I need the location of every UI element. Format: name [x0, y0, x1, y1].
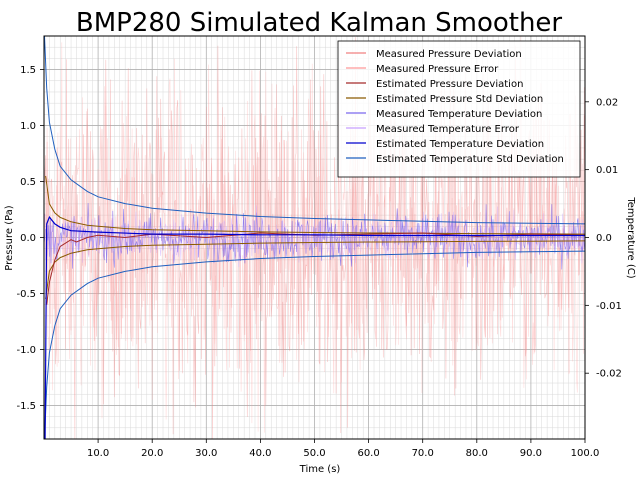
legend: Measured Pressure Deviation Measured Pres… [337, 40, 581, 178]
x-tick-label: 50.0 [303, 448, 325, 459]
series-line-estimated-temperature-std-lower [44, 250, 586, 440]
x-tick-label: 20.0 [141, 448, 163, 459]
legend-label: Measured Pressure Error [376, 64, 499, 75]
series-line-estimated-temperature [44, 215, 585, 440]
y-tick-label: 0.5 [20, 177, 36, 188]
y-axis-label: Pressure (Pa) [4, 205, 15, 270]
y-tick-label: -1.0 [16, 345, 36, 356]
series-line-estimated-pressure-std-upper [45, 175, 586, 235]
series-line-measured-temperature-error [43, 205, 586, 268]
y2-tick-label: -0.02 [596, 369, 622, 380]
y2-tick-label: -0.01 [596, 301, 622, 312]
legend-label: Estimated Pressure Std Deviation [376, 94, 543, 105]
x-tick-label: 10.0 [87, 448, 109, 459]
plot-area [43, 35, 586, 440]
y2-tick-label: 0.02 [596, 97, 618, 108]
x-tick-label: 60.0 [357, 448, 379, 459]
legend-label: Measured Temperature Error [376, 124, 520, 135]
series-line-estimated-temperature-std-upper [44, 35, 586, 225]
x-tick-label: 90.0 [520, 448, 542, 459]
y-tick-label: 1.0 [20, 121, 36, 132]
y2-tick-label: 0.0 [596, 233, 612, 244]
y-tick-label: 0.0 [20, 233, 36, 244]
legend-label: Estimated Temperature Deviation [376, 139, 544, 150]
x-tick-label: 80.0 [466, 448, 488, 459]
y-tick-label: -0.5 [16, 289, 36, 300]
x-tick-label: 70.0 [412, 448, 434, 459]
series-line-estimated-pressure [46, 232, 586, 305]
y-tick-label: -1.5 [16, 401, 36, 412]
series-line-measured-pressure [43, 37, 586, 440]
legend-label: Estimated Temperature Std Deviation [376, 154, 564, 165]
x-tick-label: 30.0 [195, 448, 217, 459]
x-tick-label: 40.0 [249, 448, 271, 459]
series-line-estimated-pressure-std-lower [45, 240, 586, 300]
chart-title: BMP280 Simulated Kalman Smoother [76, 8, 563, 38]
x-tick-label: 100.0 [571, 448, 600, 459]
legend-label: Measured Pressure Deviation [376, 49, 522, 60]
legend-label: Estimated Pressure Deviation [376, 79, 523, 90]
y2-axis-label: Temperature (C) [625, 196, 636, 278]
y-tick-label: 1.5 [20, 65, 36, 76]
legend-label: Measured Temperature Deviation [376, 109, 542, 120]
y2-tick-label: 0.01 [596, 165, 618, 176]
legend-box [337, 40, 581, 178]
axes: 10.0 20.0 30.0 40.0 50.0 60.0 70.0 80.0 90.0 100.… [16, 65, 621, 459]
x-axis-label: Time (s) [299, 464, 341, 475]
